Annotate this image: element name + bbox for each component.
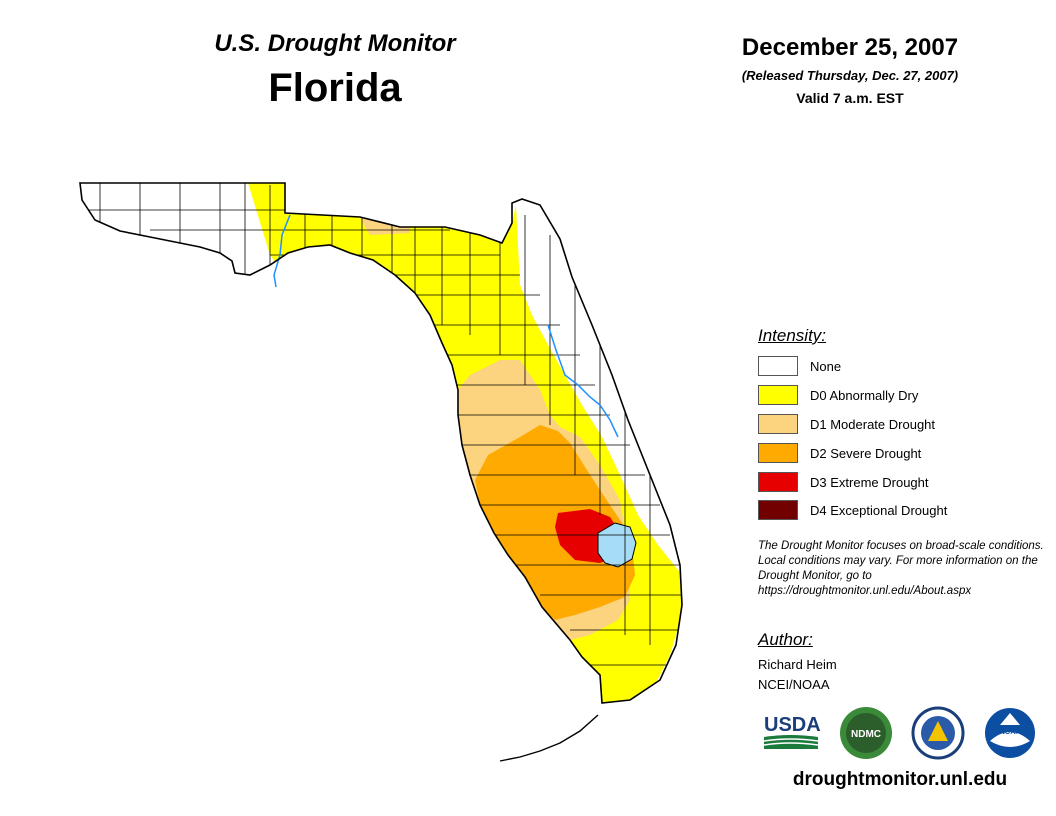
author-heading: Author: [758, 630, 813, 649]
legend-title: Intensity: [758, 326, 827, 345]
legend-item-d0: D0 Abnormally Dry [758, 384, 918, 406]
legend-item-d1: D1 Moderate Drought [758, 413, 935, 435]
legend-label: D2 Severe Drought [810, 445, 922, 461]
product-title: U.S. Drought Monitor [214, 30, 456, 57]
legend-swatch [758, 500, 798, 520]
legend-swatch [758, 443, 798, 463]
ndmc-logo-text: NDMC [851, 729, 881, 740]
commerce-seal-logo [911, 706, 965, 760]
usda-logo-text: USDA [764, 714, 821, 736]
agency-logos: USDA NDMC NOAA [763, 706, 1035, 760]
florida-outline [79, 182, 683, 704]
county-lines [80, 183, 682, 666]
d2-region [475, 425, 635, 620]
lake-okeechobee [597, 522, 637, 568]
legend-label: D3 Extreme Drought [810, 474, 929, 490]
noaa-logo: NOAA [985, 708, 1035, 758]
release-date: (Released Thursday, Dec. 27, 2007) [741, 68, 959, 83]
author-org: NCEI/NOAA [758, 677, 830, 692]
legend-item-none: None [758, 355, 841, 377]
legend-label: D0 Abnormally Dry [810, 387, 919, 403]
legend-swatch [758, 414, 798, 434]
author-name: Richard Heim [758, 657, 837, 672]
legend-label: D1 Moderate Drought [810, 416, 936, 432]
legend-swatch [758, 356, 798, 376]
legend-item-d3: D3 Extreme Drought [758, 471, 929, 493]
florida-keys [499, 714, 599, 762]
valid-time: Valid 7 a.m. EST [796, 90, 904, 106]
noaa-logo-text: NOAA [1000, 729, 1021, 736]
river-st-johns [547, 324, 619, 438]
site-url[interactable]: droughtmonitor.unl.edu [792, 769, 1008, 790]
legend-label: None [810, 358, 842, 374]
state-title: Florida [268, 66, 402, 110]
legend-swatch [758, 472, 798, 492]
map-date: December 25, 2007 [741, 34, 959, 61]
disclaimer-note: The Drought Monitor focuses on broad-sca… [758, 540, 1044, 597]
usda-logo: USDA [763, 714, 821, 749]
legend-item-d4: D4 Exceptional Drought [758, 499, 947, 521]
ndmc-logo: NDMC [840, 707, 892, 759]
legend-item-d2: D2 Severe Drought [758, 442, 921, 464]
florida-drought-map [79, 182, 683, 762]
legend-swatch [758, 385, 798, 405]
legend-label: D4 Exceptional Drought [810, 502, 948, 518]
river-apalachicola [273, 214, 291, 288]
